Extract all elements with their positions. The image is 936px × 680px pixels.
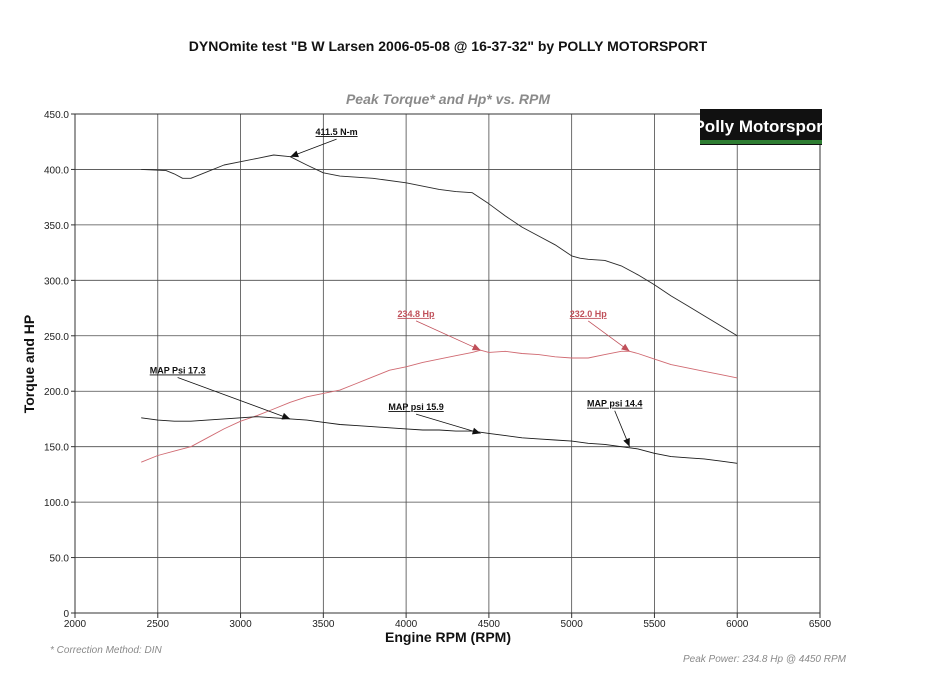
annotation-arrowhead — [621, 343, 630, 352]
series-lines — [141, 154, 738, 464]
hp-series-line — [141, 349, 738, 463]
annotation-arrowhead — [281, 412, 291, 420]
map-series-line — [141, 416, 738, 464]
annotations: 411.5 N-m 234.8 Hp 232.0 Hp MAP Psi 17.3 MAP… — [150, 127, 642, 447]
annotation-leader — [177, 377, 291, 420]
plot-frame — [74, 113, 821, 614]
annotation-leader — [290, 138, 337, 158]
logo-stripe — [700, 140, 822, 144]
x-axis-label: Engine RPM (RPM) — [385, 629, 511, 645]
x-tick-label: 4000 — [395, 619, 418, 630]
y-tick-label: 50.0 — [50, 554, 70, 565]
annotation-leader — [415, 413, 481, 434]
y-tick-label: 200.0 — [44, 387, 69, 398]
annotation-arrowhead — [623, 437, 630, 447]
grid — [75, 114, 820, 613]
correction-method-note: * Correction Method: DIN — [50, 645, 162, 656]
annotation-arrowhead — [471, 343, 481, 351]
annotation-arrowhead — [290, 150, 299, 158]
x-axis-ticks: 2000 2500 3000 3500 4000 4500 5000 5500 6000 6500 — [64, 613, 832, 630]
x-tick-label: 5000 — [561, 619, 584, 630]
y-axis-ticks: 0 50.0 100.0 150.0 200.0 250.0 300.0 350.0 400.0… — [44, 110, 75, 620]
annotation-label: MAP psi 15.9 — [388, 402, 443, 412]
x-tick-label: 3500 — [312, 619, 335, 630]
x-tick-label: 4500 — [478, 619, 501, 630]
x-tick-label: 3000 — [229, 619, 252, 630]
x-tick-label: 6500 — [809, 619, 832, 630]
x-tick-label: 5500 — [643, 619, 666, 630]
y-tick-label: 250.0 — [44, 332, 69, 343]
annotation-label: 411.5 N-m — [316, 127, 358, 137]
y-tick-label: 150.0 — [44, 443, 69, 454]
x-tick-label: 2500 — [147, 619, 170, 630]
logo-badge: Polly Motorsport — [693, 109, 829, 145]
annotation-label: 234.8 Hp — [398, 309, 436, 319]
y-tick-label: 450.0 — [44, 110, 69, 121]
annotation-label: 232.0 Hp — [570, 309, 608, 319]
report-title: DYNOmite test "B W Larsen 2006-05-08 @ 1… — [189, 38, 708, 54]
annotation-leader — [587, 320, 630, 352]
annotation-leader — [415, 320, 481, 351]
chart-subtitle: Peak Torque* and Hp* vs. RPM — [346, 91, 550, 107]
y-tick-label: 400.0 — [44, 165, 69, 176]
annotation-label: MAP psi 14.4 — [587, 399, 642, 409]
x-tick-label: 2000 — [64, 619, 87, 630]
torque-series-line — [141, 154, 738, 337]
x-tick-label: 6000 — [726, 619, 749, 630]
annotation-label: MAP Psi 17.3 — [150, 365, 206, 375]
y-axis-label: Torque and HP — [21, 315, 37, 414]
annotation-arrowhead — [471, 427, 481, 435]
y-tick-label: 350.0 — [44, 221, 69, 232]
y-tick-label: 300.0 — [44, 276, 69, 287]
logo-text: Polly Motorsport — [693, 117, 828, 136]
logo-background — [700, 109, 822, 145]
peak-power-note: Peak Power: 234.8 Hp @ 4450 RPM — [683, 654, 847, 665]
y-tick-label: 0 — [63, 609, 69, 620]
y-tick-label: 100.0 — [44, 498, 69, 509]
